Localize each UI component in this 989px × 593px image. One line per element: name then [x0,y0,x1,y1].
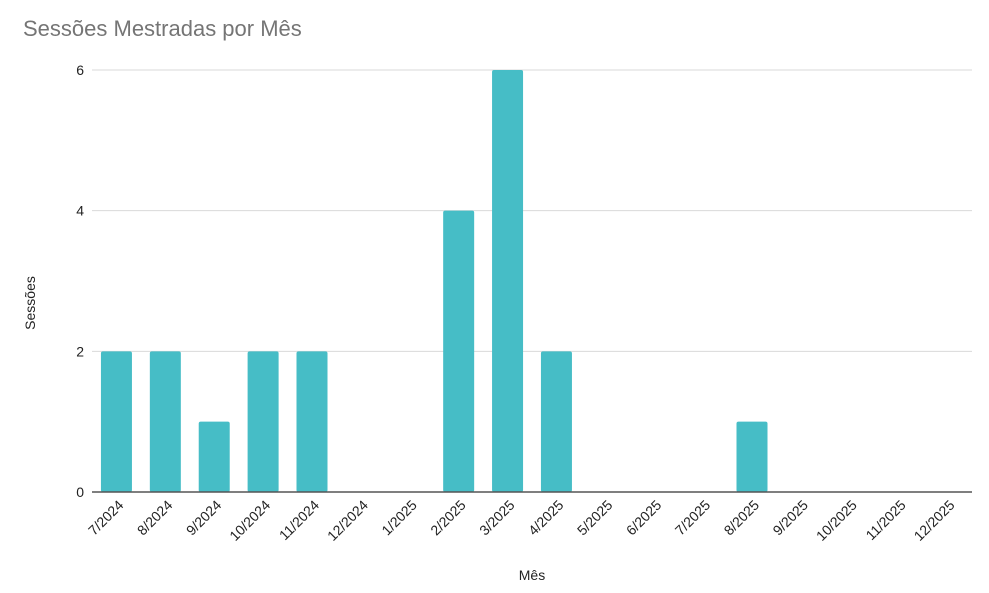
bar-11-2024 [296,351,328,492]
x-tick-label: 7/2025 [672,497,714,539]
bar-2-2025 [443,210,475,492]
x-axis-title: Mês [519,567,545,583]
bar-3-2025 [492,70,524,492]
x-tick-label: 8/2025 [721,497,763,539]
bar-4-2025 [540,351,572,492]
x-tick-label: 3/2025 [476,497,518,539]
x-tick-labels: 7/2024 8/2024 9/2024 10/2024 11/2024 12/2024 1… [85,497,958,544]
x-tick-label: 9/2024 [183,497,225,539]
bars [100,70,768,492]
y-tick-label: 4 [76,203,84,219]
x-tick-label: 1/2025 [378,497,420,539]
y-tick-label: 6 [76,62,84,78]
bar-8-2024 [149,351,181,492]
x-tick-label: 10/2024 [226,497,273,544]
y-tick-labels: 0 2 4 6 [76,62,84,500]
bar-9-2024 [198,421,230,492]
bar-10-2024 [247,351,279,492]
x-tick-label: 2/2025 [427,497,469,539]
y-tick-label: 2 [76,343,84,359]
x-tick-label: 11/2025 [862,497,909,544]
bar-7-2024 [100,351,132,492]
x-tick-label: 11/2024 [276,497,323,544]
x-tick-label: 10/2025 [813,497,860,544]
y-axis-title: Sessões [22,276,38,330]
y-tick-label: 0 [76,484,84,500]
x-tick-label: 9/2025 [769,497,811,539]
x-tick-label: 7/2024 [85,497,127,539]
bar-8-2025 [736,421,768,492]
chart-title: Sessões Mestradas por Mês [23,16,302,41]
x-tick-label: 4/2025 [525,497,567,539]
grid-lines [92,69,972,352]
x-tick-label: 8/2024 [134,497,176,539]
x-tick-label: 6/2025 [623,497,665,539]
x-tick-label: 12/2025 [911,497,958,544]
x-tick-label: 12/2024 [324,497,371,544]
x-tick-label: 5/2025 [574,497,616,539]
